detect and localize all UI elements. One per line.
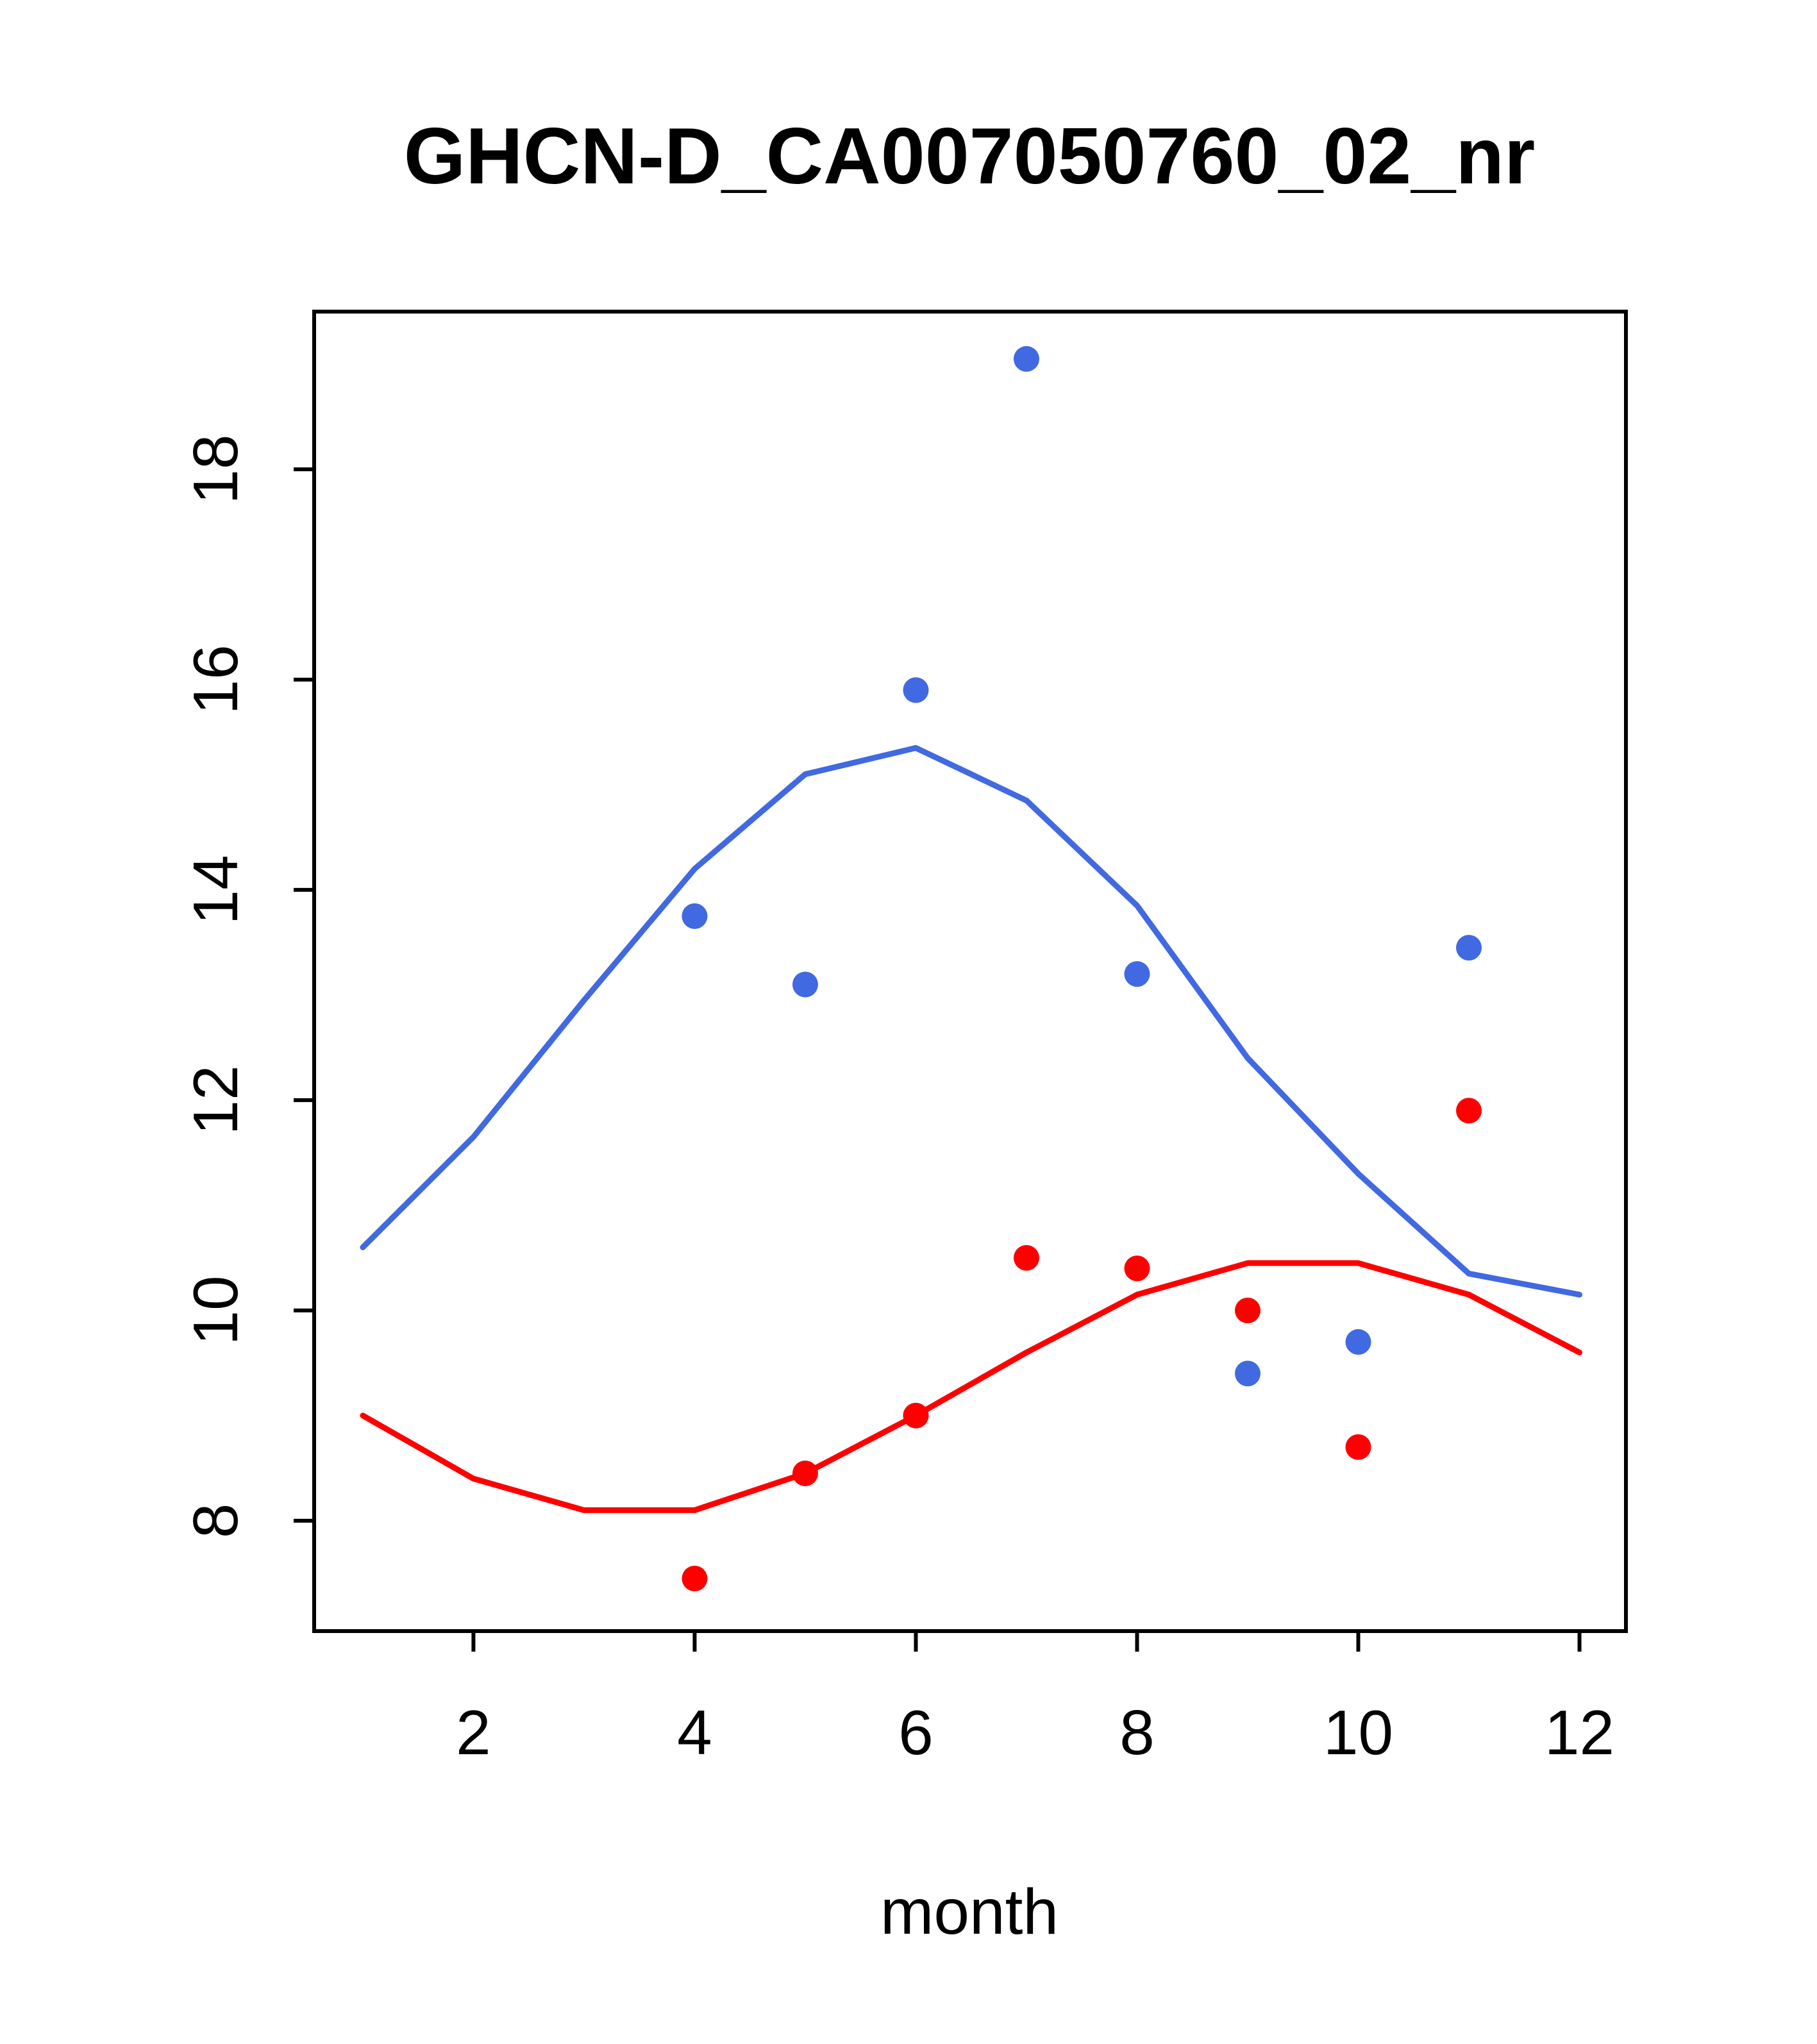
x-tick-label: 8 <box>1119 1697 1155 1768</box>
series-blue-line <box>360 745 1583 1298</box>
x-tick-label: 6 <box>898 1697 934 1768</box>
y-tick-label: 14 <box>180 855 251 925</box>
series-red-line <box>360 1260 1583 1513</box>
point-red-points <box>682 1566 708 1592</box>
y-tick-label: 10 <box>180 1275 251 1345</box>
x-tick-label: 10 <box>1323 1697 1393 1768</box>
x-tick-label: 12 <box>1545 1697 1614 1768</box>
point-red-points <box>1235 1297 1261 1323</box>
plot-box <box>312 310 1628 1633</box>
point-blue-points <box>1345 1329 1371 1355</box>
point-red-points <box>903 1402 929 1428</box>
point-blue-points <box>1013 346 1039 372</box>
point-red-points <box>1456 1098 1482 1124</box>
x-tick-label: 2 <box>456 1697 491 1768</box>
point-red-points <box>792 1461 818 1487</box>
y-tick-label: 16 <box>180 644 251 714</box>
point-blue-points <box>1456 935 1482 961</box>
y-tick-label: 12 <box>180 1065 251 1135</box>
x-tick-label: 4 <box>677 1697 712 1768</box>
y-tick-label: 18 <box>180 434 251 504</box>
point-blue-points <box>1235 1361 1261 1387</box>
point-blue-points <box>792 971 818 998</box>
y-tick-label: 8 <box>180 1504 251 1539</box>
point-red-points <box>1124 1255 1150 1282</box>
point-red-points <box>1345 1434 1371 1461</box>
plot-area: 2 4 6 8 10 12 8 10 12 14 16 18 <box>180 310 1628 1768</box>
point-blue-points <box>1124 961 1150 987</box>
point-red-points <box>1013 1244 1039 1271</box>
point-blue-points <box>682 903 708 929</box>
chart-title: GHCN-D_CA007050760_02_nr <box>404 112 1536 201</box>
point-blue-points <box>903 677 929 703</box>
x-axis-label: month <box>880 1876 1059 1948</box>
